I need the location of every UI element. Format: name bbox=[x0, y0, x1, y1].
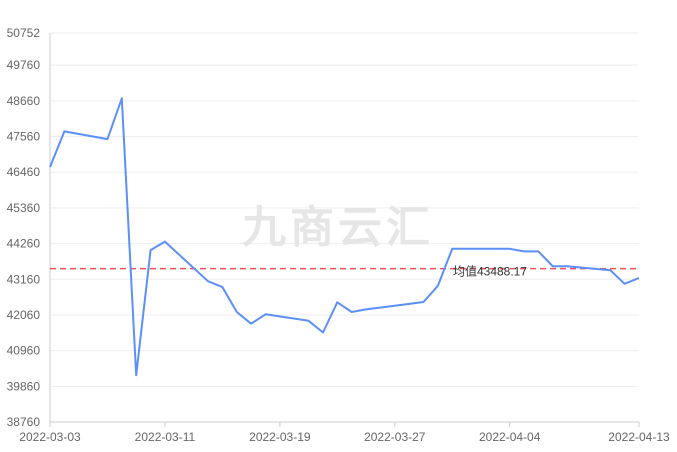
axes: 38760 39860 40960 42060 43160 44260 45360 46460… bbox=[7, 26, 670, 444]
y-tick-label: 49760 bbox=[7, 58, 41, 72]
watermark-text: 九商云汇 bbox=[242, 203, 434, 252]
y-tick-label: 39860 bbox=[7, 379, 41, 393]
y-tick-label: 47560 bbox=[7, 130, 41, 144]
y-tick-label: 45360 bbox=[7, 201, 41, 215]
y-tick-label: 44260 bbox=[7, 237, 41, 251]
series-group bbox=[49, 97, 640, 377]
y-tick-label: 43160 bbox=[7, 272, 41, 286]
grid bbox=[50, 32, 639, 387]
series-line bbox=[49, 97, 640, 377]
y-tick-label: 42060 bbox=[7, 308, 41, 322]
x-tick-label: 2022-03-03 bbox=[19, 430, 81, 444]
x-tick-label: 2022-03-11 bbox=[135, 430, 196, 444]
x-tick-label: 2022-04-13 bbox=[608, 430, 670, 444]
y-tick-label: 50752 bbox=[7, 26, 41, 40]
average-line-group: 均值43488.17 bbox=[50, 264, 639, 279]
y-tick-label: 46460 bbox=[7, 165, 41, 179]
y-tick-label: 40960 bbox=[7, 344, 41, 358]
y-tick-label: 48660 bbox=[7, 94, 41, 108]
x-tick-label: 2022-03-19 bbox=[249, 430, 311, 444]
y-tick-label: 38760 bbox=[7, 415, 41, 429]
x-tick-label: 2022-04-04 bbox=[479, 430, 541, 444]
x-tick-label: 2022-03-27 bbox=[364, 430, 426, 444]
average-label: 均值43488.17 bbox=[453, 264, 527, 279]
